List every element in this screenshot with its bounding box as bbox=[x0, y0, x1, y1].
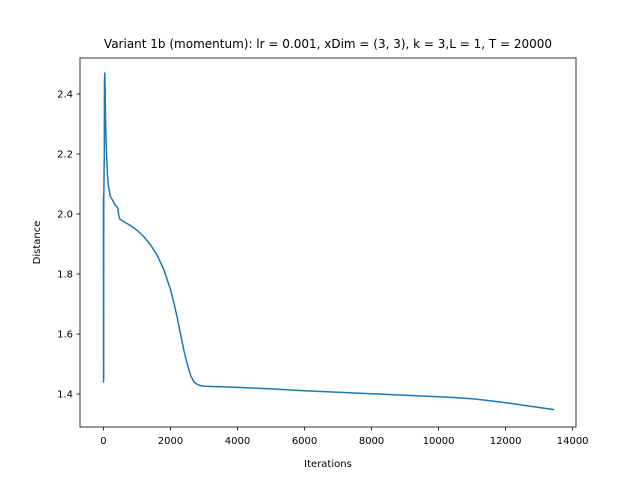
x-tick-label: 6000 bbox=[292, 436, 317, 447]
x-tick-label: 2000 bbox=[158, 436, 183, 447]
x-axis-ticks: 0 2000 4000 6000 8000 10000 12000 14000 bbox=[100, 427, 589, 447]
series-line bbox=[102, 72, 555, 411]
y-axis-ticks: 1.4 1.6 1.8 2.0 2.2 2.4 bbox=[57, 90, 80, 401]
axes-frame bbox=[79, 57, 577, 428]
x-tick-label: 14000 bbox=[557, 436, 589, 447]
y-tick-label: 1.8 bbox=[57, 270, 73, 281]
x-tick-label: 12000 bbox=[490, 436, 522, 447]
x-tick-label: 8000 bbox=[359, 436, 384, 447]
plot-area bbox=[79, 57, 577, 428]
x-axis-label: Iterations bbox=[304, 459, 352, 470]
y-axis-label: Distance bbox=[32, 221, 43, 265]
x-tick-label: 4000 bbox=[225, 436, 250, 447]
x-tick-label: 10000 bbox=[423, 436, 455, 447]
y-tick-label: 2.2 bbox=[57, 150, 73, 161]
y-tick-label: 1.4 bbox=[57, 390, 73, 401]
y-tick-label: 1.6 bbox=[57, 330, 73, 341]
y-tick-label: 2.4 bbox=[57, 90, 73, 101]
y-tick-label: 2.0 bbox=[57, 210, 73, 221]
x-tick-label: 0 bbox=[100, 436, 106, 447]
chart-title: Variant 1b (momentum): lr = 0.001, xDim … bbox=[104, 37, 552, 51]
